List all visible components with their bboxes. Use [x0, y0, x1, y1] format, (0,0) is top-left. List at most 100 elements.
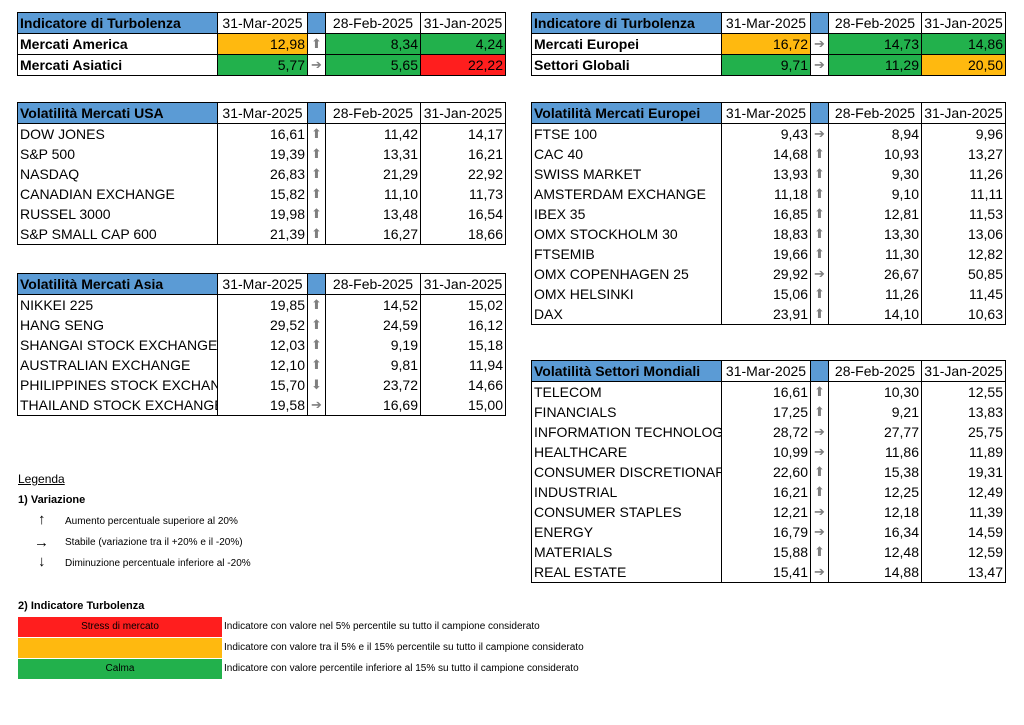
table-header-row: Volatilità Mercati Asia 31-Mar-2025 28-Feb… [17, 273, 506, 295]
table-row: PHILIPPINES STOCK EXCHANGE15,70⬇23,7214,… [17, 375, 506, 395]
value-earlier: 11,94 [420, 355, 506, 375]
legend-desc-mid: Indicatore con valore tra il 5% e il 15%… [224, 642, 584, 653]
value-current: 15,88 [721, 542, 811, 562]
value-previous: 9,10 [828, 184, 922, 204]
table-row: CANADIAN EXCHANGE 15,82 ⬆ 11,10 11,73 [17, 184, 506, 204]
arrow-right-icon: ➔ [810, 562, 829, 583]
date-header: 28-Feb-2025 [325, 273, 421, 295]
value-earlier: 13,47 [921, 562, 1006, 583]
row-label: NIKKEI 225 [17, 294, 218, 315]
legend-var-down: Diminuzione percentuale inferiore al -20… [65, 558, 251, 569]
value-earlier: 9,96 [921, 123, 1006, 144]
arrow-right-icon: ➔ [810, 123, 829, 144]
value-earlier: 22,92 [420, 164, 506, 184]
legend-swatch-stress: Stress di mercato [18, 617, 222, 637]
value-current: 12,03 [217, 335, 308, 355]
value-previous: 14,52 [325, 294, 421, 315]
row-label: HANG SENG [17, 315, 218, 335]
value-current: 29,92 [721, 264, 811, 284]
arrow-right-icon: ➔ [810, 522, 829, 542]
value-current: 15,70 [217, 375, 308, 395]
table-row: OMX HELSINKI 15,06 ⬆ 11,26 11,45 [531, 284, 1006, 304]
arrow-column-header [810, 102, 829, 124]
row-label: OMX HELSINKI [531, 284, 722, 304]
arrow-right-icon: → [34, 534, 49, 551]
arrow-right-icon: ➔ [810, 33, 829, 55]
value-previous: 16,69 [325, 395, 421, 416]
row-label: RUSSEL 3000 [17, 204, 218, 224]
value-earlier: 12,49 [921, 482, 1006, 502]
arrow-right-icon: ➔ [810, 54, 829, 76]
arrow-up-icon: ⬆ [307, 123, 326, 144]
table-row: S&P 500 19,39 ⬆ 13,31 16,21 [17, 144, 506, 164]
value-earlier: 14,17 [420, 123, 506, 144]
row-label: CONSUMER STAPLES [531, 502, 722, 522]
row-label: DOW JONES [17, 123, 218, 144]
table-row: RUSSEL 3000 19,98 ⬆ 13,48 16,54 [17, 204, 506, 224]
value-previous: 12,48 [828, 542, 922, 562]
arrow-up-icon: ⬆ [810, 402, 829, 422]
value-earlier: 14,59 [921, 522, 1006, 542]
value-earlier: 19,31 [921, 462, 1006, 482]
value-earlier: 13,27 [921, 144, 1006, 164]
value-earlier: 13,83 [921, 402, 1006, 422]
table-row: OMX STOCKHOLM 30 18,83 ⬆ 13,30 13,06 [531, 224, 1006, 244]
date-header: 28-Feb-2025 [325, 12, 421, 34]
value-current: 17,25 [721, 402, 811, 422]
value-current: 19,39 [217, 144, 308, 164]
row-label: Mercati America [17, 33, 218, 55]
value-previous: 23,72 [325, 375, 421, 395]
row-label: S&P SMALL CAP 600 [17, 224, 218, 245]
date-header: 31-Mar-2025 [721, 102, 811, 124]
value-current: 29,52 [217, 315, 308, 335]
value-previous: 8,34 [325, 33, 421, 55]
value-current: 12,21 [721, 502, 811, 522]
table-row: NASDAQ 26,83 ⬆ 21,29 22,92 [17, 164, 506, 184]
table-header-row: Volatilità Mercati Europei 31-Mar-2025 28-… [531, 102, 1006, 124]
value-earlier: 16,21 [420, 144, 506, 164]
legend-swatch-mid [18, 638, 222, 658]
arrow-up-icon: ⬆ [810, 144, 829, 164]
table-row: THAILAND STOCK EXCHANGE 19,58 ➔ 16,69 15,00 [17, 395, 506, 416]
arrow-up-icon: ⬆ [307, 315, 326, 335]
arrow-column-header [810, 360, 829, 382]
legend-desc-stress: Indicatore con valore nel 5% percentile … [224, 621, 540, 632]
legend: Legenda 1) Variazione ↑ Aumento percentu… [18, 472, 584, 682]
table-row: CONSUMER DISCRETIONARY 22,60 ⬆ 15,38 19,31 [531, 462, 1006, 482]
value-current: 12,98 [217, 33, 308, 55]
row-label: FINANCIALS [531, 402, 722, 422]
table-title: Volatilità Mercati Europei [531, 102, 722, 124]
value-current: 16,21 [721, 482, 811, 502]
value-current: 16,72 [721, 33, 811, 55]
value-earlier: 11,73 [420, 184, 506, 204]
value-current: 15,41 [721, 562, 811, 583]
value-previous: 12,18 [828, 502, 922, 522]
arrow-up-icon: ⬆ [307, 184, 326, 204]
value-earlier: 18,66 [420, 224, 506, 245]
value-previous: 5,65 [325, 54, 421, 76]
value-earlier: 11,45 [921, 284, 1006, 304]
value-current: 16,85 [721, 204, 811, 224]
value-current: 19,98 [217, 204, 308, 224]
row-label: AUSTRALIAN EXCHANGE [17, 355, 218, 375]
date-header: 28-Feb-2025 [828, 12, 922, 34]
table-row: CONSUMER STAPLES 12,21 ➔ 12,18 11,39 [531, 502, 1006, 522]
value-earlier: 22,22 [420, 54, 506, 76]
table-header-row: Indicatore di Turbolenza 31-Mar-2025 28-Fe… [531, 12, 1006, 34]
value-earlier: 11,11 [921, 184, 1006, 204]
row-label: HEALTHCARE [531, 442, 722, 462]
legend-section-variation: 1) Variazione [18, 494, 86, 506]
value-previous: 9,19 [325, 335, 421, 355]
table-row: Settori Globali 9,71 ➔ 11,29 20,50 [531, 54, 1006, 76]
value-previous: 11,29 [828, 54, 922, 76]
row-label: S&P 500 [17, 144, 218, 164]
date-header: 31-Mar-2025 [217, 102, 308, 124]
value-earlier: 15,00 [420, 395, 506, 416]
table-row: FTSEMIB 19,66 ⬆ 11,30 12,82 [531, 244, 1006, 264]
value-previous: 14,10 [828, 304, 922, 325]
value-current: 9,71 [721, 54, 811, 76]
table-row: OMX COPENHAGEN 25 29,92 ➔ 26,67 50,85 [531, 264, 1006, 284]
date-header: 31-Jan-2025 [921, 12, 1006, 34]
value-earlier: 14,66 [420, 375, 506, 395]
legend-section-turbulence: 2) Indicatore Turbolenza [18, 600, 145, 612]
